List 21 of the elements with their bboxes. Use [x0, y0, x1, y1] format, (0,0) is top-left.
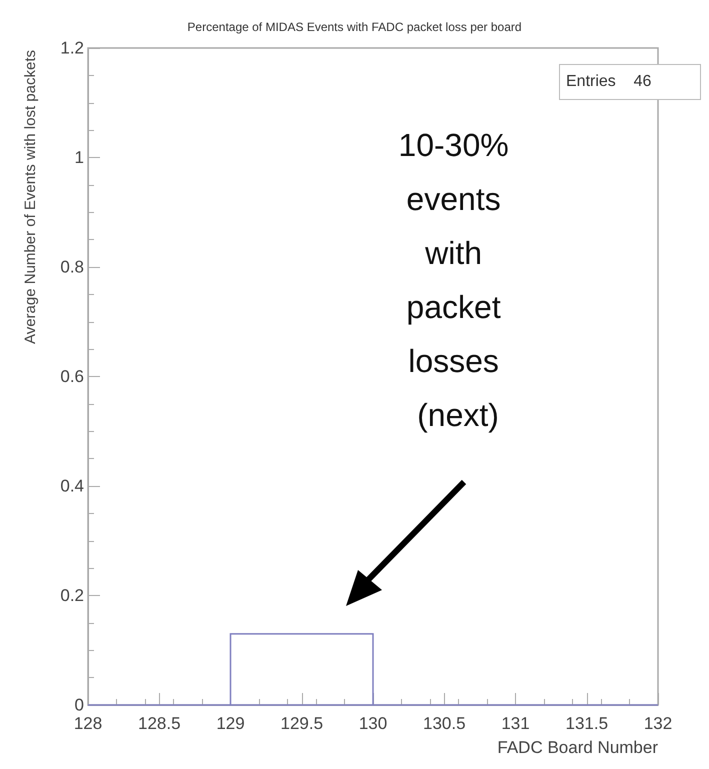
y-tick-label: 1.2	[60, 38, 84, 58]
y-axis-title: Average Number of Events with lost packets	[22, 50, 39, 344]
y-tick-label: 0.8	[60, 258, 84, 276]
x-tick-label: 131.5	[565, 714, 608, 733]
x-axis-title: FADC Board Number	[497, 738, 658, 757]
x-tick-label: 131	[501, 714, 530, 733]
x-tick-label: 128	[74, 714, 102, 733]
x-tick-label: 130.5	[422, 714, 466, 733]
x-tick-label: 130	[358, 714, 388, 733]
chart-title: Percentage of MIDAS Events with FADC packet loss per board	[187, 20, 522, 34]
y-tick-label: 0.6	[60, 367, 84, 386]
x-tick-label: 129.5	[280, 714, 324, 733]
y-tick-label: 0.2	[60, 586, 84, 605]
y-tick-label: 0.4	[60, 476, 84, 496]
y-tick-label: 1	[74, 148, 84, 167]
stats-box: Entries 46	[559, 64, 701, 100]
x-tick-label: 129	[216, 714, 245, 733]
annotation: 10-30% events with packet losses (next)	[398, 127, 518, 433]
x-tick-label: 132	[644, 714, 672, 733]
y-tick-label: 0	[74, 696, 84, 714]
x-tick-label: 128.5	[138, 714, 181, 733]
